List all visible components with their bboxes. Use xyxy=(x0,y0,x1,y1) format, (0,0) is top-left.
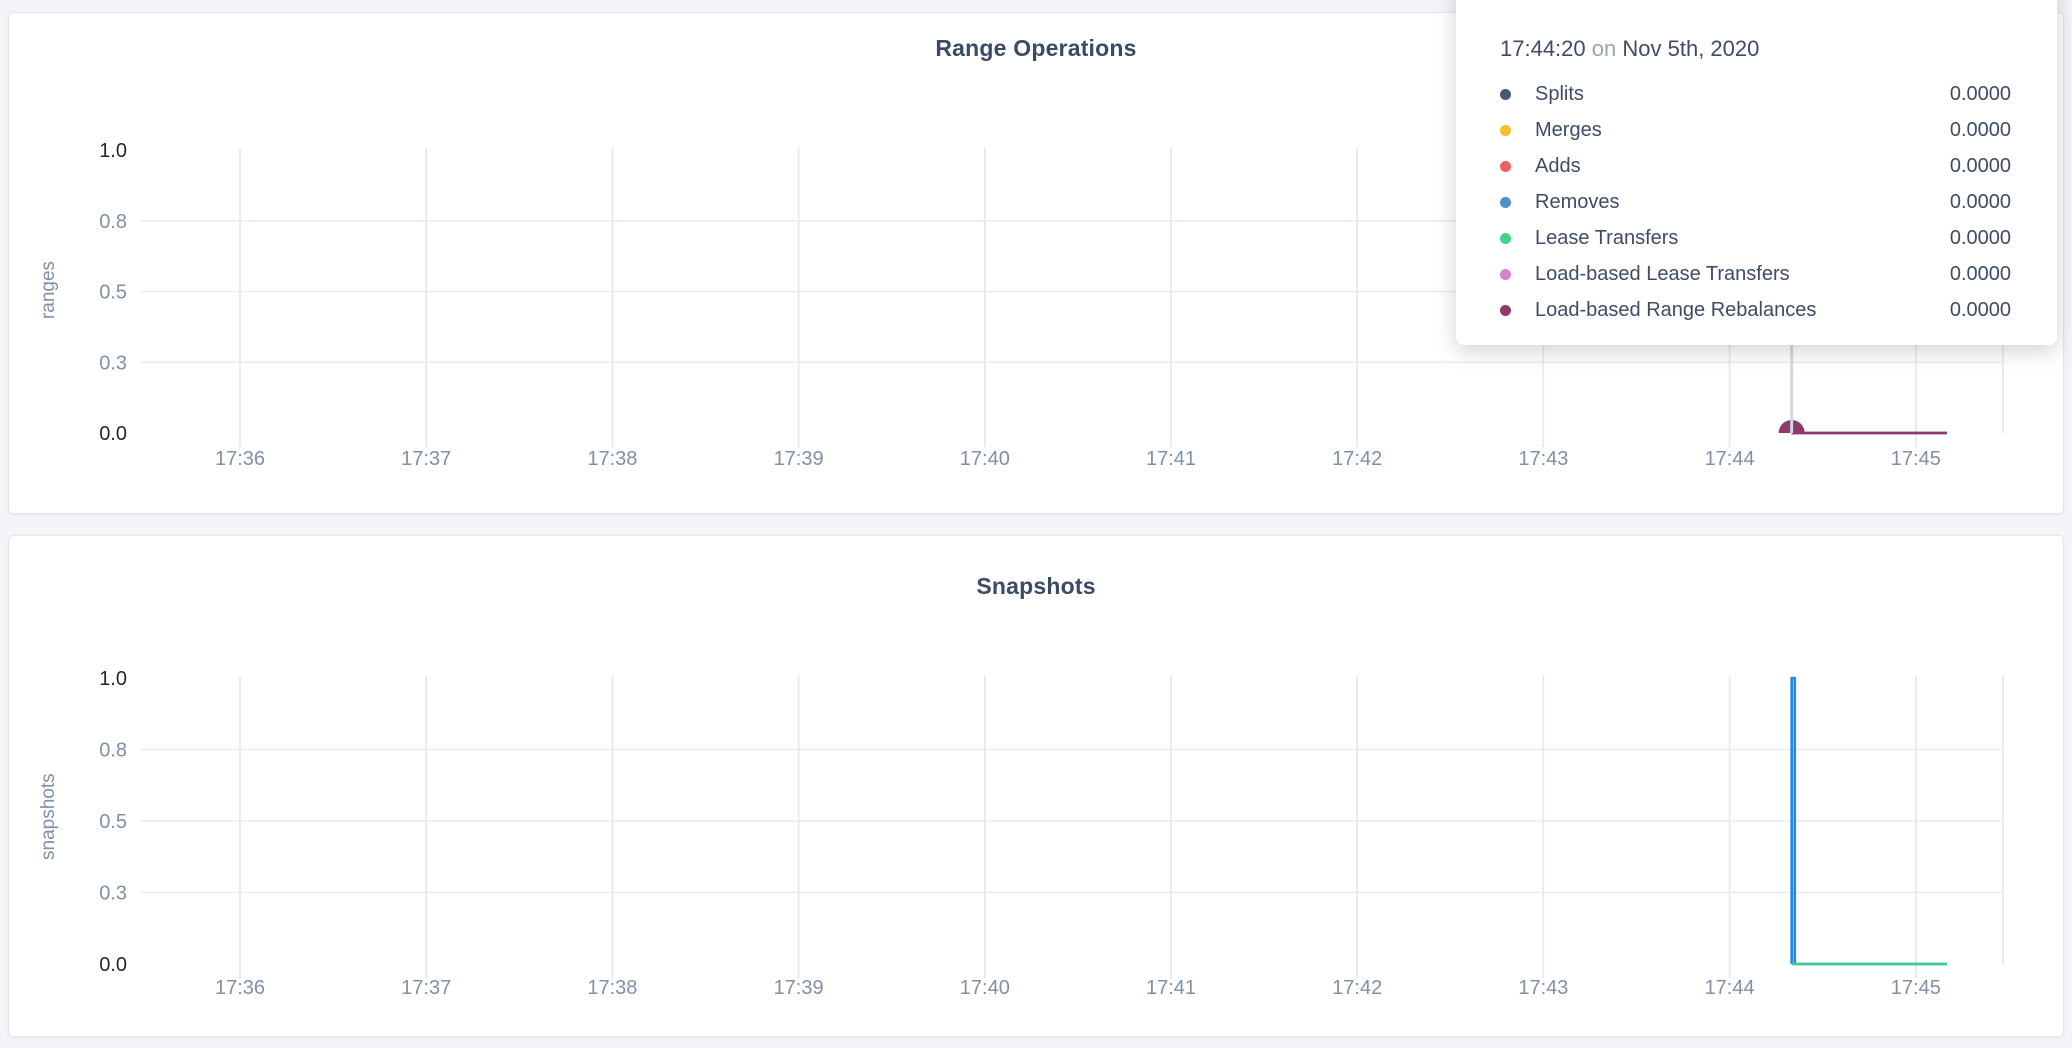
x-tick-label: 17:45 xyxy=(1891,977,1941,999)
series-value: 0.0000 xyxy=(1949,298,2011,321)
series-color-dot xyxy=(1500,160,1511,172)
tooltip-series-row: Adds 0.0000 xyxy=(1500,148,2011,184)
tooltip-rows: Splits 0.0000 Merges 0.0000 Adds 0.0000 Remove… xyxy=(1500,76,2011,328)
x-tick-label: 17:37 xyxy=(401,448,451,470)
x-tick-label: 17:37 xyxy=(401,977,451,999)
y-tick-label: 0.5 xyxy=(99,811,127,833)
tooltip-series-row: Merges 0.0000 xyxy=(1500,112,2011,148)
x-tick-label: 17:43 xyxy=(1518,448,1568,470)
series-label: Merges xyxy=(1535,118,1602,141)
x-tick-label: 17:40 xyxy=(960,448,1010,470)
y-tick-label: 0.8 xyxy=(99,211,127,233)
x-tick-label: 17:39 xyxy=(774,448,824,470)
y-tick-label: 0.3 xyxy=(99,352,127,374)
series-color-dot xyxy=(1500,124,1511,136)
x-tick-label: 17:41 xyxy=(1146,977,1196,999)
series-value: 0.0000 xyxy=(1949,226,2011,249)
series-label: Adds xyxy=(1535,154,1581,177)
y-tick-label: 0.8 xyxy=(99,740,127,762)
x-tick-label: 17:41 xyxy=(1146,448,1196,470)
range-operations-chart[interactable]: 17:36 17:37 17:38 17:39 17:40 17:41 17:42 17:43… xyxy=(9,13,2063,513)
x-tick-label: 17:42 xyxy=(1332,977,1382,999)
x-tick-label: 17:38 xyxy=(587,448,637,470)
y-tick-label: 0.5 xyxy=(99,282,127,304)
series-value: 0.0000 xyxy=(1949,190,2011,213)
y-tick-label: 0.0 xyxy=(99,423,127,445)
y-tick-label: 1.0 xyxy=(99,140,127,162)
tooltip-series-row: Load-based Range Rebalances 0.0000 xyxy=(1500,292,2011,328)
x-tick-label: 17:44 xyxy=(1705,977,1755,999)
tooltip-series-row: Load-based Lease Transfers 0.0000 xyxy=(1500,256,2011,292)
chart-hover-tooltip: 17:44:20 on Nov 5th, 2020 Splits 0.0000 Me… xyxy=(1456,0,2057,345)
snapshots-chart[interactable]: 17:36 17:37 17:38 17:39 17:40 17:41 17:42 17:43… xyxy=(9,536,2063,1036)
x-tick-label: 17:36 xyxy=(215,448,265,470)
series-color-dot xyxy=(1500,232,1511,244)
snapshots-card: Snapshots snapshots 17:36 17:37 17:38 17:39… xyxy=(8,535,2064,1037)
x-tick-label: 17:38 xyxy=(587,977,637,999)
series-color-dot xyxy=(1500,268,1511,280)
series-color-dot xyxy=(1500,304,1511,316)
series-value: 0.0000 xyxy=(1949,118,2011,141)
y-tick-label: 0.3 xyxy=(99,883,127,905)
series-value: 0.0000 xyxy=(1949,262,2011,285)
x-tick-label: 17:45 xyxy=(1891,448,1941,470)
series-label: Load-based Range Rebalances xyxy=(1535,298,1817,321)
x-tick-label: 17:43 xyxy=(1518,977,1568,999)
series-label: Removes xyxy=(1535,190,1620,213)
tooltip-series-row: Lease Transfers 0.0000 xyxy=(1500,220,2011,256)
tooltip-series-row: Splits 0.0000 xyxy=(1500,76,2011,112)
x-tick-label: 17:39 xyxy=(774,977,824,999)
x-tick-label: 17:42 xyxy=(1332,448,1382,470)
series-value: 0.0000 xyxy=(1949,154,2011,177)
tooltip-series-row: Removes 0.0000 xyxy=(1500,184,2011,220)
y-tick-label: 1.0 xyxy=(99,668,127,690)
tooltip-time: 17:44:20 xyxy=(1500,36,1586,61)
chart-title-snapshots: Snapshots xyxy=(976,573,1096,599)
x-tick-label: 17:36 xyxy=(215,977,265,999)
tooltip-on-word: on xyxy=(1591,36,1617,61)
x-tick-label: 17:44 xyxy=(1705,448,1755,470)
tooltip-date: Nov 5th, 2020 xyxy=(1622,36,1760,61)
chart-title-range-operations: Range Operations xyxy=(935,35,1137,61)
series-label: Load-based Lease Transfers xyxy=(1535,262,1790,285)
series-color-dot xyxy=(1500,196,1511,208)
series-label: Splits xyxy=(1535,82,1584,105)
series-label: Lease Transfers xyxy=(1535,226,1679,249)
y-tick-label: 0.0 xyxy=(99,954,127,976)
series-value: 0.0000 xyxy=(1949,82,2011,105)
series-color-dot xyxy=(1500,88,1511,100)
x-tick-label: 17:40 xyxy=(960,977,1010,999)
tooltip-header: 17:44:20 on Nov 5th, 2020 xyxy=(1500,36,2011,62)
